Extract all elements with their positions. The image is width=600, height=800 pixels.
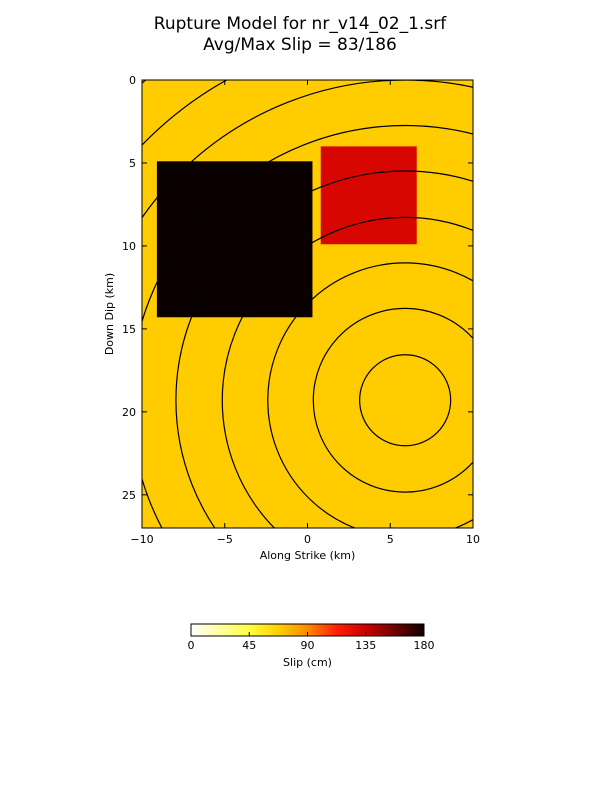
x-tick-label: 5 [387, 533, 394, 546]
colorbar: 0 45 90 135 180 Slip (cm) [188, 623, 435, 669]
rupture-front-contour-3 [267, 262, 473, 528]
x-tick-label: 0 [304, 533, 311, 546]
x-tick-label: −5 [217, 533, 233, 546]
rupture-front-contour-4 [221, 216, 473, 528]
y-tick-label: 10 [122, 240, 136, 253]
x-axis-label: Along Strike (km) [260, 549, 356, 562]
chart-title-line2: Avg/Max Slip = 83/186 [203, 35, 397, 55]
colorbar-tick-label: 45 [242, 639, 256, 652]
y-tick-label: 20 [122, 406, 136, 419]
y-tick-label: 0 [129, 74, 136, 87]
colorbar-label: Slip (cm) [283, 656, 332, 669]
colorbar-tick-label: 135 [355, 639, 376, 652]
y-tick-label: 15 [122, 323, 136, 336]
x-tick-label: −10 [130, 533, 153, 546]
rupture-front-contour-2 [312, 307, 473, 493]
axes: −10 −5 0 5 10 0 5 10 15 20 25 Along Strike (km) Down… [103, 74, 480, 562]
rupture-front-contour-1 [359, 354, 452, 447]
y-axis-label: Down Dip (km) [103, 273, 116, 355]
y-tick-label: 5 [129, 157, 136, 170]
colorbar-tick-label: 180 [414, 639, 435, 652]
chart-title-line1: Rupture Model for nr_v14_02_1.srf [153, 14, 447, 34]
y-tick-label: 25 [122, 489, 136, 502]
colorbar-tick-label: 0 [188, 639, 195, 652]
rupture-front-contour-6 [142, 124, 473, 528]
rupture-front-contour-5 [175, 170, 473, 528]
colorbar-tick-label: 90 [301, 639, 315, 652]
slip-patch-2 [320, 146, 417, 245]
x-tick-label: 10 [466, 533, 480, 546]
